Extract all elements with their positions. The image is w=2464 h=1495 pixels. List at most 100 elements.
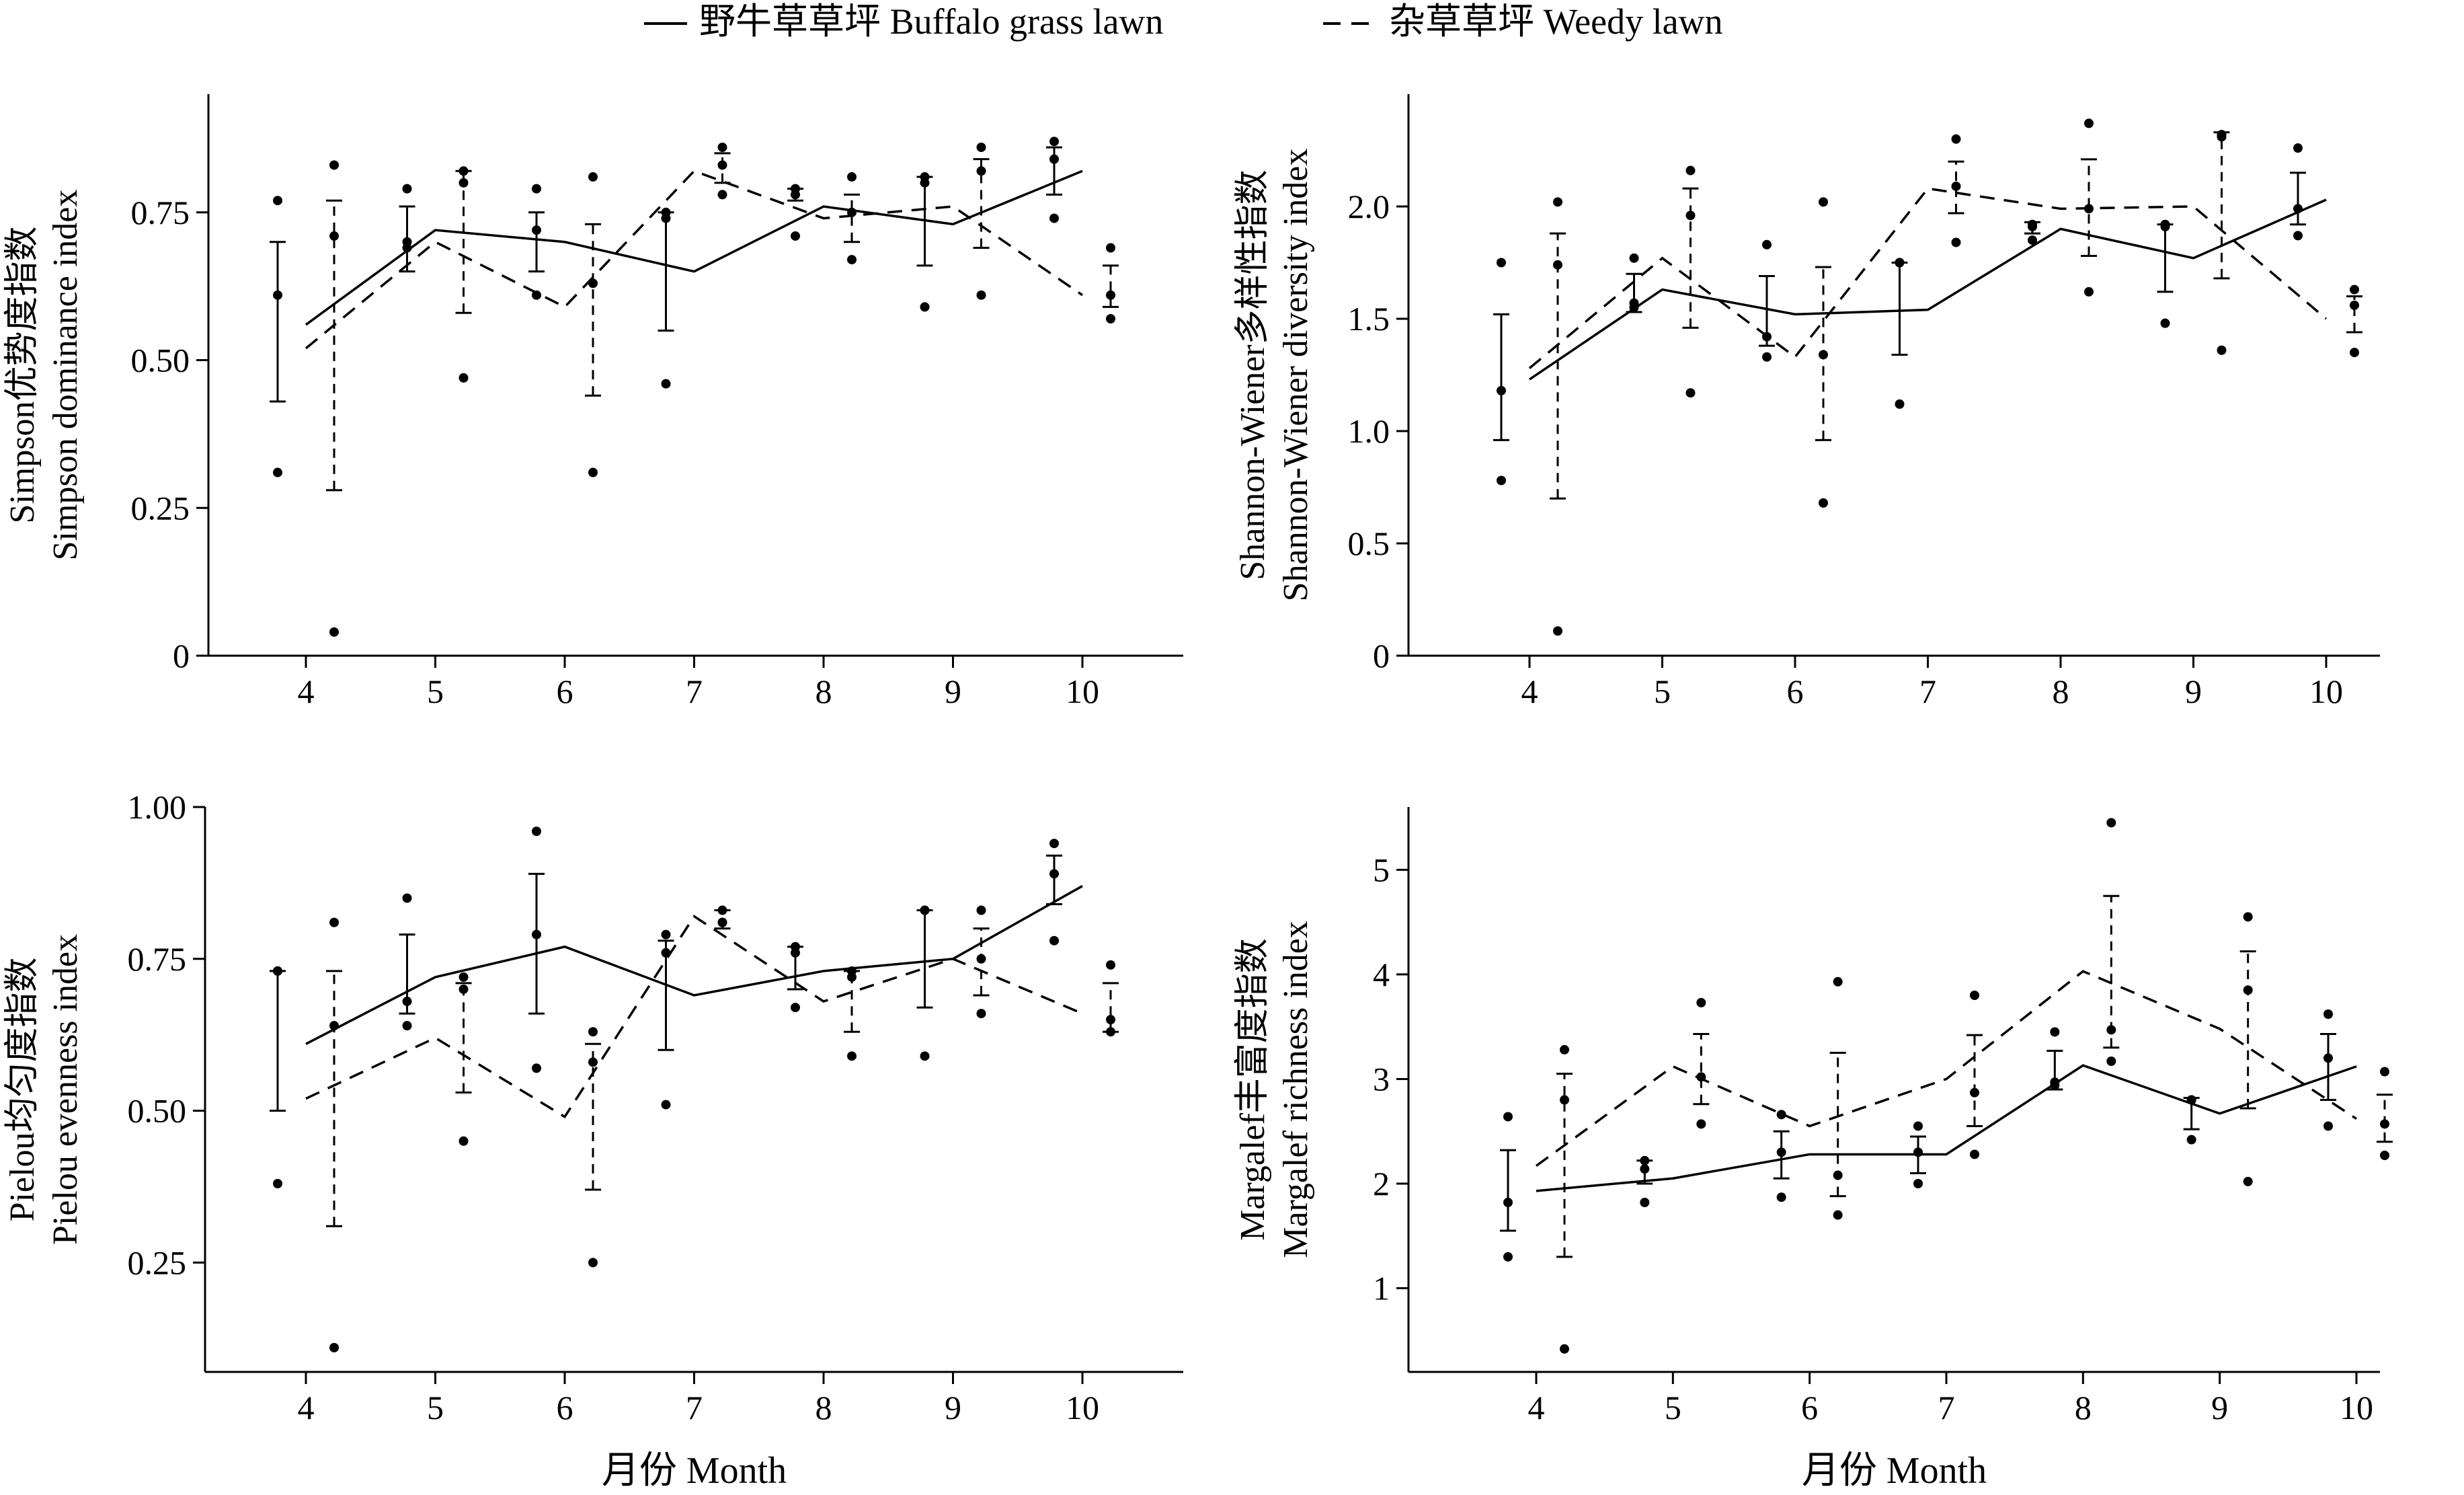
data-point [2186,1095,2196,1105]
y-tick-label: 1 [1373,1270,1390,1307]
data-point [1629,253,1639,263]
data-point [1049,137,1059,147]
data-point [1503,1252,1513,1262]
data-point [1560,1044,1569,1055]
data-point [1762,352,1772,362]
data-point [532,1063,541,1073]
y-tick-label: 0.5 [1348,525,1390,562]
data-point [1776,1110,1786,1120]
y-tick-label: 4 [1373,956,1390,993]
data-point [1049,213,1059,223]
legend: 野牛草草坪 Buffalo grass lawn 杂草草坪 Weedy lawn [644,1,1723,42]
data-point [1776,1192,1786,1202]
data-point [1913,1179,1923,1188]
data-point [1970,991,1979,1000]
data-point [2380,1067,2389,1077]
data-point [1049,839,1059,849]
data-point [920,1051,930,1061]
x-tick-label: 6 [1787,673,1804,710]
data-point [1503,1112,1513,1122]
data-point [920,905,930,915]
data-point [1106,314,1115,323]
data-point [1640,1155,1650,1165]
data-point [2106,1025,2116,1035]
data-point [273,1179,282,1188]
data-point [1553,260,1562,270]
y-tick-label: 0 [1373,637,1390,675]
data-point [1913,1121,1923,1131]
data-point [402,184,412,194]
data-point [459,1136,469,1146]
x-tick-label: 5 [427,673,444,710]
x-tick-label: 10 [2309,673,2343,710]
data-point [717,190,727,200]
x-tick-label: 7 [1919,673,1936,710]
weedy-series-line [1535,970,2357,1167]
y-tick-label: 1.00 [128,788,187,826]
data-point [1049,154,1059,164]
data-point [1106,243,1115,253]
y-tick-label: 2 [1373,1165,1390,1202]
buffalo-series-line [1529,198,2327,381]
data-point [2186,1135,2196,1145]
data-point [2028,235,2037,245]
data-point [329,917,339,927]
data-point [847,255,857,265]
data-point [717,160,727,170]
data-point [588,278,598,289]
data-point [791,1003,800,1013]
data-point [920,302,930,312]
data-point [1497,385,1506,395]
y-tick-label: 0.25 [128,1243,187,1281]
x-tick-label: 6 [557,673,573,710]
x-tick-label: 4 [1528,1389,1545,1426]
simpson-chart: 0 0.25 0.50 0.75 4 5 6 7 8 9 10 Simpson优势度指数 Simpson… [3,94,1183,710]
data-point [532,225,541,235]
data-point [2084,118,2094,128]
data-point [2243,985,2253,995]
x-tick-label: 6 [1801,1389,1818,1426]
data-point [532,827,541,837]
data-point [2323,1121,2333,1131]
data-point [1776,1147,1786,1157]
data-point [1560,1344,1569,1354]
data-point [2243,912,2253,922]
data-point [2243,1176,2253,1186]
data-point [1970,1149,1979,1159]
x-tick-label: 5 [1665,1389,1681,1426]
data-point [661,207,671,217]
x-tick-label: 9 [2185,673,2202,710]
data-point [1049,869,1059,879]
data-point [459,373,469,383]
y-axis-title-en: Margalef richness index [1277,921,1315,1258]
data-point [273,290,282,300]
data-point [273,467,282,477]
x-tick-label: 8 [2075,1389,2092,1426]
y-axis-title-en: Simpson dominance index [46,190,85,561]
data-point [273,966,282,976]
data-point [1913,1147,1923,1157]
x-tick-label: 8 [816,673,832,710]
x-tick-label: 5 [427,1389,444,1426]
data-point [1819,197,1828,207]
pielou-chart: 0.25 0.50 0.75 1.00 4 5 6 7 8 9 10 月份 Month Pielou均匀… [3,788,1183,1492]
data-point [717,905,727,915]
data-point [459,166,469,176]
buffalo-series-line [1536,1064,2357,1192]
data-point [402,237,412,247]
data-point [976,1009,986,1019]
data-point [2380,1151,2389,1160]
data-point [1553,197,1562,207]
data-point [1762,239,1772,250]
data-point [661,379,671,389]
data-point [459,178,469,188]
data-point [976,954,986,964]
data-point [588,172,598,182]
x-tick-label: 8 [816,1389,832,1426]
data-point [2350,300,2359,310]
data-point [1049,935,1059,946]
data-point [329,160,339,170]
weedy-series-line [305,915,1083,1119]
y-tick-label: 0.75 [131,194,190,231]
data-point [1685,165,1696,176]
